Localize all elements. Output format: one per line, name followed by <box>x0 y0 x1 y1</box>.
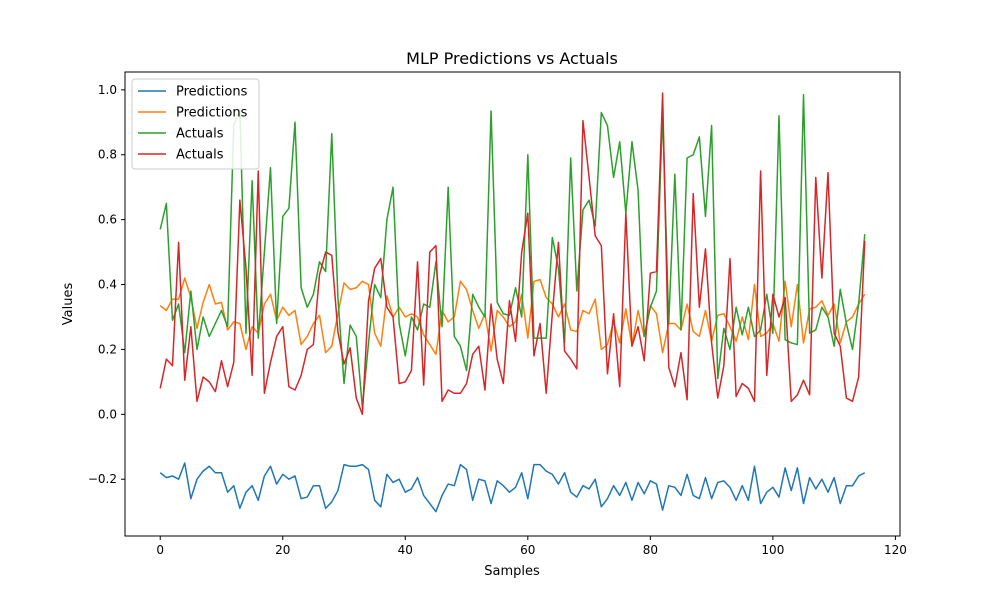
legend-label: Actuals <box>176 148 224 163</box>
y-tick-label: 0.0 <box>98 407 117 421</box>
x-tick-label: 80 <box>643 543 658 557</box>
axes-frame <box>124 71 901 537</box>
chart-title: MLP Predictions vs Actuals <box>406 49 618 68</box>
y-tick-label: 0.2 <box>98 342 117 356</box>
series-line-1 <box>159 462 866 513</box>
x-axis: 0 20 40 60 80 100 120 <box>156 536 907 557</box>
legend-label: Predictions <box>176 85 248 100</box>
x-tick-label: 0 <box>156 543 164 557</box>
legend-box <box>131 78 260 170</box>
x-tick-label: 100 <box>761 543 784 557</box>
legend: Predictions Predictions Actuals Actuals <box>131 78 260 170</box>
x-axis-label: Samples <box>484 564 540 579</box>
y-axis-label: Values <box>61 283 76 326</box>
x-tick-label: 20 <box>275 543 290 557</box>
y-tick-label: 0.4 <box>98 278 117 292</box>
series-line-4 <box>159 92 866 416</box>
x-tick-label: 60 <box>520 543 535 557</box>
x-tick-label: 40 <box>398 543 413 557</box>
x-tick-label: 120 <box>884 543 907 557</box>
legend-label: Actuals <box>176 127 224 142</box>
y-axis: −0.2 0.0 0.2 0.4 0.6 0.8 1.0 <box>88 83 125 486</box>
y-tick-label: 0.8 <box>98 148 117 162</box>
y-tick-label: 1.0 <box>98 83 117 97</box>
legend-label: Predictions <box>176 106 248 121</box>
y-tick-label: −0.2 <box>88 472 117 486</box>
series-line-3 <box>159 93 866 409</box>
y-tick-label: 0.6 <box>98 213 117 227</box>
plot-area <box>159 92 866 513</box>
